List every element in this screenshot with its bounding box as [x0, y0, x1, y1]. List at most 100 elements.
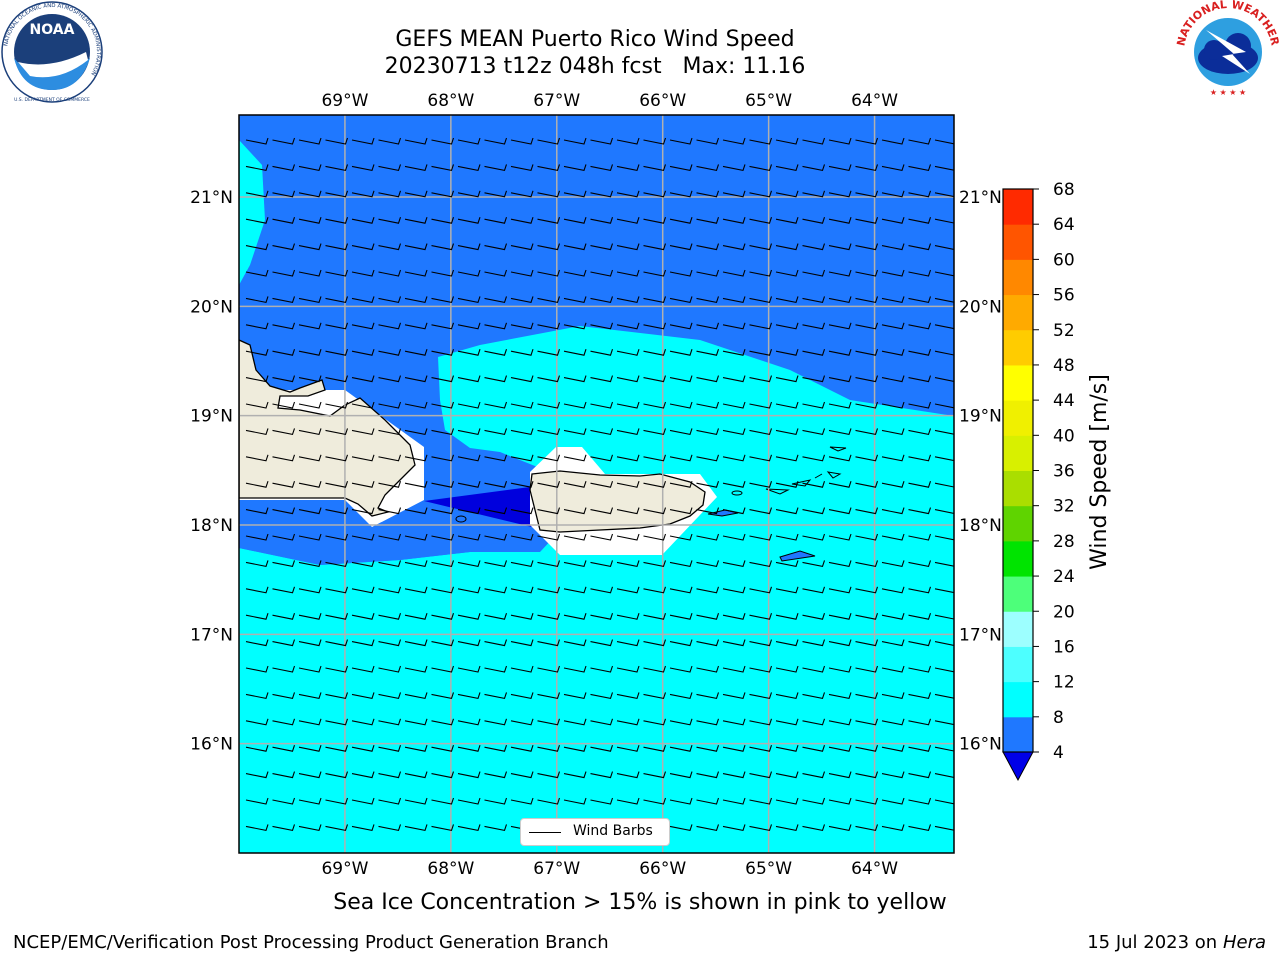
wind-barb — [563, 771, 587, 779]
wind-barb — [669, 718, 693, 726]
wind-barb — [457, 745, 481, 752]
wind-barb — [404, 613, 428, 620]
wind-barb — [722, 243, 746, 251]
wind-barb — [934, 297, 954, 303]
colorbar-segment — [1003, 189, 1033, 225]
lon-tick-bottom: 68°W — [427, 859, 474, 879]
wind-barb — [404, 375, 428, 383]
wind-barb — [537, 533, 561, 541]
wind-barb — [802, 190, 826, 198]
wind-barb — [590, 401, 614, 409]
wind-barb — [404, 533, 428, 541]
wind-barb — [828, 586, 852, 594]
wind-barb — [881, 322, 905, 330]
colorbar-segment — [1003, 470, 1033, 507]
wind-barb — [696, 771, 720, 779]
wind-barb — [855, 401, 879, 409]
land-culebra — [731, 490, 743, 496]
wind-barb — [696, 560, 720, 568]
wind-barb — [934, 271, 954, 277]
wind-barb — [484, 533, 508, 541]
wind-barb — [510, 375, 534, 383]
wind-barb — [643, 507, 667, 515]
wind-barb — [537, 481, 561, 488]
wind-barb — [908, 797, 932, 805]
wind-barb — [378, 613, 402, 620]
wind-barb — [722, 692, 746, 700]
wind-barb — [855, 507, 879, 515]
wind-barb — [245, 217, 269, 224]
wind-barb — [669, 217, 693, 224]
wind-barb — [908, 639, 932, 647]
wind-barb — [298, 692, 322, 700]
colorbar-tick-label: 8 — [1053, 708, 1064, 728]
wind-barb — [537, 137, 561, 145]
wind-barb — [749, 613, 773, 620]
wind-barb — [563, 639, 587, 647]
wind-barb — [616, 771, 640, 779]
wind-barb — [537, 718, 561, 726]
wind-barb — [643, 613, 667, 620]
wind-barb — [298, 745, 322, 752]
wind-barb — [457, 824, 481, 832]
wind-barb — [245, 164, 269, 172]
wind-barb — [616, 481, 640, 488]
lat-tick-right: 16°N — [959, 735, 1002, 755]
wind-barb — [484, 613, 508, 620]
wind-barb — [590, 639, 614, 647]
wind-barb — [828, 454, 852, 462]
wind-barb — [590, 613, 614, 620]
wind-barb — [563, 243, 587, 251]
wind-barb — [378, 428, 402, 436]
wind-barb — [484, 639, 508, 647]
wind-barb — [325, 771, 349, 779]
wind-barb — [775, 269, 799, 277]
wind-barb — [881, 217, 905, 224]
wind-barb — [272, 454, 296, 462]
wind-barb — [696, 692, 720, 700]
wind-barb — [537, 375, 561, 383]
wind-barb — [616, 665, 640, 673]
wind-barb — [537, 665, 561, 673]
wind-barb — [325, 269, 349, 277]
wind-barb — [828, 771, 852, 779]
wind-barb — [298, 349, 322, 356]
wind-barb — [245, 824, 269, 832]
wind-barb — [696, 296, 720, 304]
wind-barb — [298, 797, 322, 805]
wind-barb — [775, 586, 799, 594]
wind-barb — [855, 771, 879, 779]
wind-barb — [802, 639, 826, 647]
wind-barb — [298, 428, 322, 436]
wind-barb — [881, 507, 905, 515]
wind-barb — [749, 771, 773, 779]
wind-barb — [272, 375, 296, 383]
wind-barb — [908, 481, 932, 488]
wind-barb — [431, 560, 455, 568]
wind-barb — [351, 507, 375, 515]
lon-tick-bottom: 67°W — [533, 859, 580, 879]
wind-barb — [457, 771, 481, 779]
colorbar-extension — [1002, 751, 1034, 782]
wind-barb — [484, 481, 508, 488]
wind-barb — [272, 824, 296, 832]
wind-barb — [749, 454, 773, 462]
wind-barb — [934, 825, 954, 831]
wind-barb — [749, 718, 773, 726]
wind-barb — [749, 164, 773, 172]
lat-tick-left: 21°N — [190, 188, 233, 208]
wind-barb — [643, 428, 667, 436]
wind-barb — [934, 350, 954, 356]
wind-barb — [431, 586, 455, 594]
wind-barb — [563, 718, 587, 726]
lat-tick-right: 19°N — [959, 407, 1002, 427]
svg-text:★ ★ ★ ★: ★ ★ ★ ★ — [1210, 88, 1246, 97]
wind-barb — [855, 217, 879, 224]
wind-barb — [431, 454, 455, 462]
wind-barb — [351, 613, 375, 620]
wind-barb — [881, 692, 905, 700]
wind-barb — [775, 639, 799, 647]
wind-barb — [881, 243, 905, 251]
wind-barb — [855, 269, 879, 277]
wind-barb — [802, 401, 826, 409]
